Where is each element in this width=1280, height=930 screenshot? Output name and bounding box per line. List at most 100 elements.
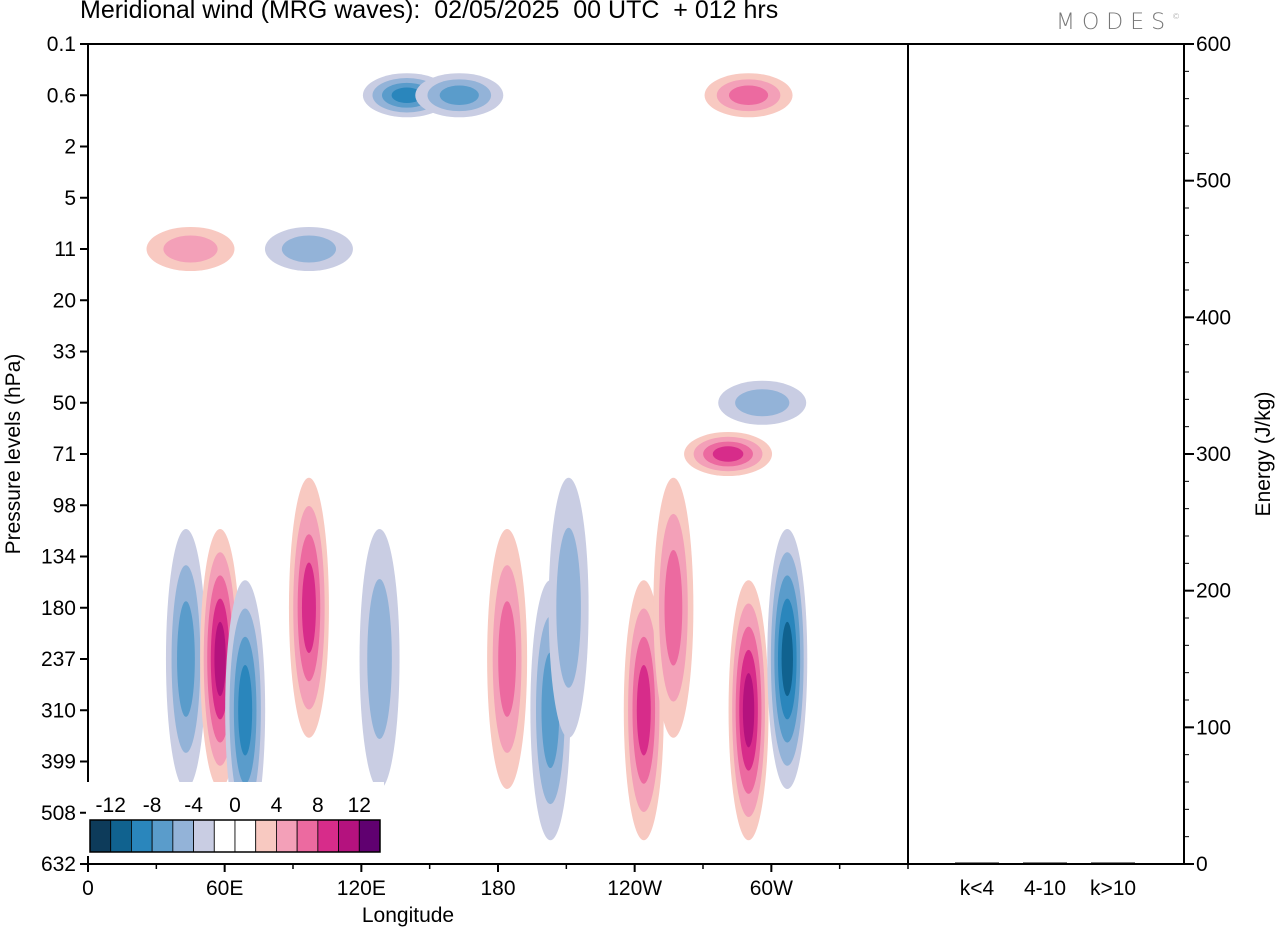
energy-category-label: 4-10 (1024, 877, 1066, 900)
colorbar-swatch (234, 819, 257, 853)
energy-category-label: k>10 (1090, 877, 1136, 900)
energy-tick-label: 0 (1196, 853, 1208, 876)
y-tick-label: 180 (41, 597, 76, 620)
colorbar-label: -8 (143, 794, 162, 817)
contour-band (439, 85, 479, 106)
contour-feature-8 (623, 580, 664, 841)
contour-band (177, 601, 195, 717)
y-tick-label: 5 (64, 187, 76, 210)
contour-band (391, 87, 423, 103)
modes-logo: MODES© (1056, 10, 1180, 35)
x-tick-label: 120W (607, 877, 662, 900)
y-axis-label: Pressure levels (hPa) (2, 354, 25, 555)
colorbar-swatch (151, 819, 174, 853)
contour-band (556, 527, 581, 688)
y-tick-label: 237 (41, 648, 76, 671)
energy-tick-label: 100 (1196, 716, 1231, 739)
contour-feature-7 (548, 477, 589, 738)
energy-tick-label: 500 (1196, 170, 1231, 193)
energy-axis-label: Energy (J/kg) (1252, 392, 1275, 517)
colorbar-swatch (296, 819, 319, 853)
contour-band (636, 665, 651, 756)
contour-band (712, 446, 744, 462)
y-tick-label: 632 (41, 853, 76, 876)
colorbar-swatch (89, 819, 112, 853)
logo-text: MODES (1056, 10, 1173, 35)
x-tick-label: 60W (750, 877, 793, 900)
y-tick-label: 310 (41, 699, 76, 722)
energy-tick-label: 600 (1196, 33, 1231, 56)
contour-feature-0 (165, 529, 206, 789)
colorbar-label: -12 (96, 794, 126, 817)
y-tick-label: 33 (53, 341, 76, 364)
wind-contour-field (146, 73, 808, 841)
colorbar-swatch (131, 819, 153, 853)
colorbar-swatch (358, 819, 381, 853)
contour-band (742, 673, 755, 748)
contour-band (498, 601, 517, 717)
energy-bar (1091, 862, 1135, 864)
contour-band (238, 665, 253, 756)
colorbar-swatch (110, 819, 132, 853)
energy-tick-label: 200 (1196, 580, 1231, 603)
x-tick-label: 0 (82, 877, 94, 900)
x-tick-label: 120E (337, 877, 386, 900)
y-tick-label: 71 (53, 443, 76, 466)
colorbar-swatch (338, 819, 360, 853)
y-tick-label: 20 (53, 289, 76, 312)
contour-band (281, 235, 337, 263)
colorbar-swatch (193, 819, 215, 853)
contour-feature-15 (415, 73, 504, 118)
y-tick-label: 0.1 (47, 33, 76, 56)
colorbar-swatch (172, 819, 194, 853)
contour-feature-17 (264, 227, 353, 271)
x-tick-label: 60E (206, 877, 243, 900)
contour-band (163, 235, 218, 263)
energy-tick-label: 300 (1196, 443, 1231, 466)
colorbar: -12 -8 -4 0 4 8 12 (86, 782, 384, 856)
y-tick-label: 98 (53, 494, 76, 517)
contour-band (735, 389, 790, 417)
contour-band (367, 579, 392, 739)
contour-band (728, 85, 769, 106)
contour-feature-13 (718, 380, 807, 425)
colorbar-swatch (317, 819, 339, 853)
y-tick-label: 11 (54, 238, 76, 261)
y-tick-label: 399 (41, 751, 76, 774)
contour-feature-9 (653, 477, 694, 738)
contour-band (781, 621, 793, 697)
x-axis-label: Longitude (362, 904, 454, 927)
y-tick-label: 508 (41, 802, 76, 825)
colorbar-label: -4 (184, 794, 203, 817)
contour-band (214, 621, 226, 697)
colorbar-label: 4 (271, 794, 283, 817)
colorbar-label: 12 (348, 794, 371, 817)
contour-feature-16 (704, 73, 793, 118)
energy-category-label: k<4 (960, 877, 995, 900)
contour-feature-11 (767, 529, 808, 789)
y-tick-label: 50 (53, 392, 76, 415)
energy-bar (1023, 862, 1067, 864)
logo-mark: © (1172, 12, 1181, 21)
chart-title: Meridional wind (MRG waves): 02/05/2025 … (80, 0, 779, 24)
contour-band (664, 549, 683, 666)
y-tick-label: 2 (64, 136, 76, 159)
contour-feature-10 (728, 580, 769, 841)
y-tick-label: 0.6 (47, 84, 76, 107)
colorbar-label: 0 (229, 794, 241, 817)
colorbar-swatch (213, 819, 236, 853)
energy-tick-label: 400 (1196, 306, 1231, 329)
contour-feature-18 (146, 227, 235, 271)
energy-bar (955, 862, 999, 864)
contour-feature-2 (225, 580, 266, 841)
contour-band (301, 562, 316, 653)
colorbar-swatch (255, 819, 277, 853)
colorbar-frame (89, 819, 381, 853)
energy-frame (907, 43, 1185, 865)
contour-feature-12 (684, 432, 773, 476)
energy-panel: 0 100 200 300 400 500 600 Energy (J/kg) k<4 4-10 k… (907, 33, 1275, 900)
main-axes: 0.1 0.6 2 5 11 20 33 50 71 98 134 180 237 310 399 508 63… (2, 33, 909, 927)
colorbar-swatch (276, 819, 298, 853)
contour-feature-5 (487, 529, 528, 789)
